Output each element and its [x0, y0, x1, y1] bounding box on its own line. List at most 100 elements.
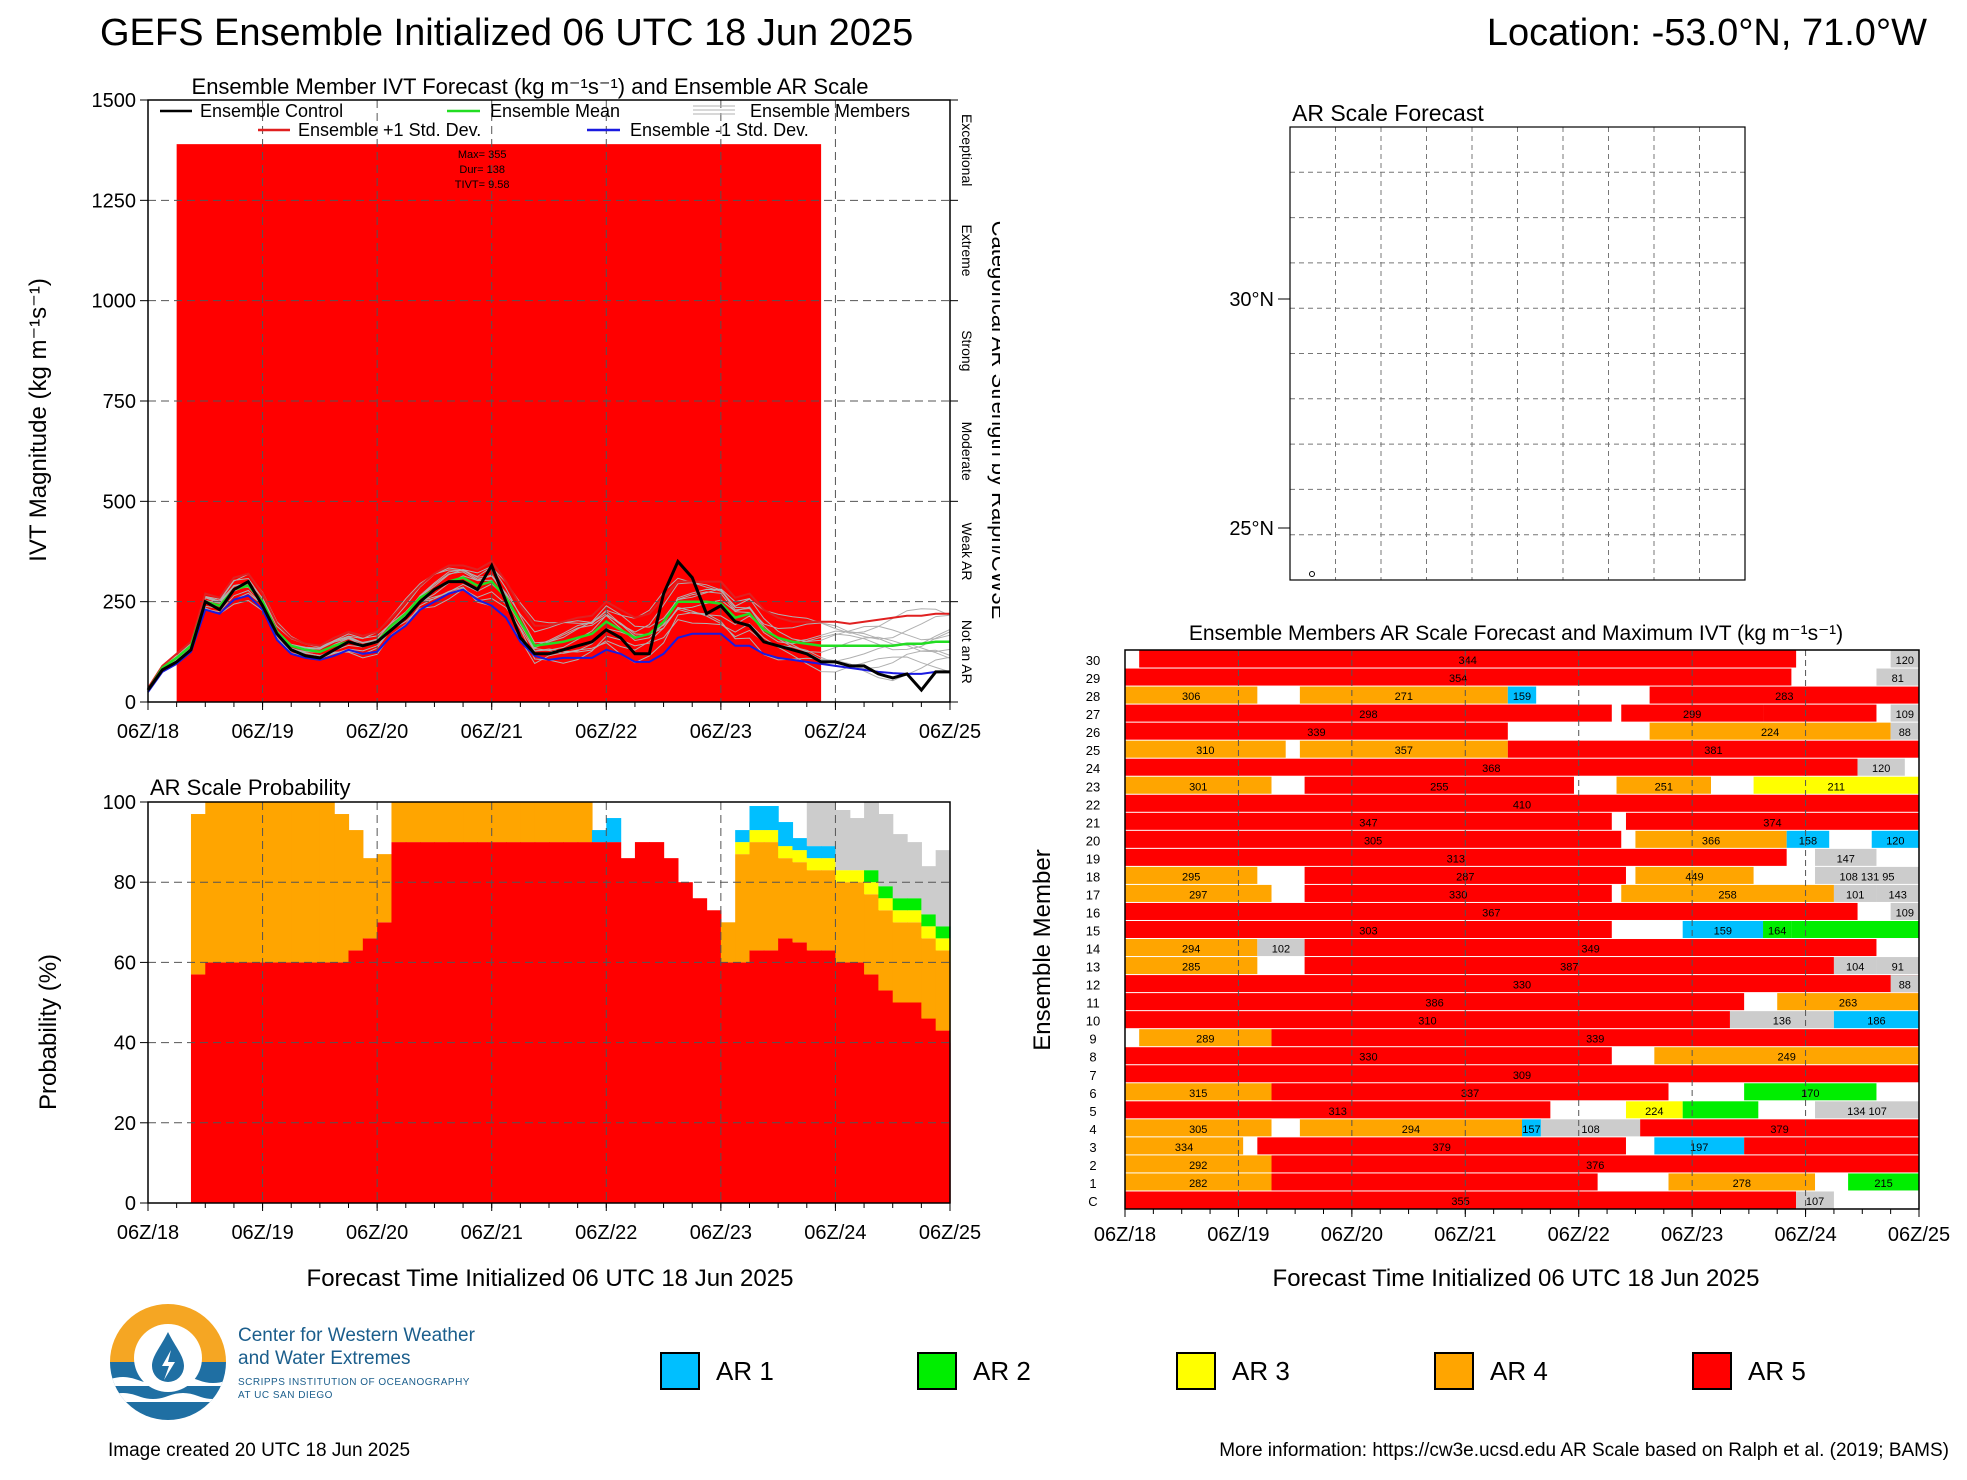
member-ar-segment	[1125, 1137, 1244, 1155]
prob-bar-ar4	[434, 802, 450, 843]
legend-plus1-label: Ensemble +1 Std. Dev.	[298, 120, 481, 140]
members-x-tick-label: 06Z/19	[1207, 1224, 1269, 1246]
prob-bar-ar5	[806, 950, 822, 1203]
prob-bar-ar4	[577, 802, 593, 843]
member-ar-segment	[1304, 776, 1574, 794]
prob-bar-ar1	[749, 806, 765, 831]
prob-bar-ar5	[620, 858, 636, 1203]
logo-text-line1: Center for Western Weather	[238, 1325, 475, 1346]
prob-y-tick-label: 100	[103, 792, 136, 814]
legend-minus1-label: Ensemble -1 Std. Dev.	[630, 120, 809, 140]
member-max-ivt-label: 147	[1837, 853, 1855, 865]
member-ar-segment	[1876, 668, 1919, 686]
member-ar-segment	[1876, 957, 1919, 975]
prob-x-tick-label: 06Z/20	[346, 1222, 408, 1244]
member-ar-segment	[1125, 866, 1258, 884]
member-max-ivt-label: 367	[1482, 907, 1500, 919]
prob-bar-ar5	[190, 974, 206, 1203]
prob-bar-ar1	[606, 818, 622, 843]
prob-bar-weak	[849, 818, 865, 871]
member-max-ivt-label: 197	[1690, 1142, 1708, 1154]
member-max-ivt-label: 287	[1456, 871, 1474, 883]
member-max-ivt-label: 258	[1718, 889, 1736, 901]
member-row-label: 3	[1089, 1140, 1096, 1155]
prob-bar-ar4	[520, 802, 536, 843]
member-max-ivt-label: 143	[1889, 889, 1907, 901]
logo-text-line3: SCRIPPS INSTITUTION OF OCEANOGRAPHY	[238, 1377, 470, 1388]
prob-bar-ar4	[878, 910, 894, 991]
member-ar-segment	[1125, 1191, 1797, 1209]
member-ar-segment	[1711, 776, 1754, 794]
member-ar-segment	[1625, 812, 1919, 830]
prob-bar-ar4	[735, 854, 751, 963]
member-row-label: 17	[1086, 887, 1100, 902]
member-ar-segment	[1876, 884, 1919, 902]
member-max-ivt-label: 339	[1586, 1034, 1604, 1046]
prob-bar-ar4	[506, 802, 521, 843]
prob-y-tick-label: 40	[114, 1033, 136, 1055]
member-max-ivt-label: 224	[1645, 1106, 1663, 1118]
prob-bar-ar4	[348, 830, 364, 951]
member-row-label: 15	[1086, 924, 1100, 939]
members-x-tick-label: 06Z/21	[1434, 1224, 1496, 1246]
legend-mean-label: Ensemble Mean	[490, 101, 620, 121]
member-max-ivt-label: 305	[1364, 835, 1382, 847]
prob-bar-ar5	[348, 950, 364, 1203]
prob-bar-ar4	[391, 802, 407, 843]
prob-bar-ar3	[878, 898, 894, 911]
member-max-ivt-label: 303	[1359, 926, 1377, 938]
member-max-ivt-label: 157	[1522, 1124, 1540, 1136]
prob-bar-ar5	[549, 842, 564, 1203]
prob-bar-ar5	[219, 962, 235, 1203]
probability-y-axis-label: Probability (%)	[35, 954, 62, 1110]
prob-bar-ar5	[305, 962, 321, 1203]
member-ar-segment	[1299, 1119, 1522, 1137]
member-max-ivt-label: 120	[1896, 655, 1914, 667]
prob-bar-ar2	[935, 926, 951, 939]
prob-bar-ar4	[534, 802, 550, 843]
prob-bar-ar4	[477, 802, 493, 843]
member-max-ivt-label: 313	[1447, 853, 1465, 865]
prob-bar-ar5	[491, 842, 507, 1203]
member-max-ivt-label: 102	[1272, 944, 1290, 956]
member-row-label: 14	[1086, 942, 1100, 957]
member-max-ivt-label: 337	[1461, 1088, 1479, 1100]
member-ar-segment	[1304, 884, 1612, 902]
member-max-ivt-label: 283	[1775, 691, 1793, 703]
map-frame	[1289, 126, 1746, 581]
prob-bar-ar2	[864, 870, 879, 883]
footer-created: Image created 20 UTC 18 Jun 2025	[108, 1440, 411, 1461]
member-ar-segment	[1125, 902, 1858, 920]
prob-bar-ar5	[735, 962, 751, 1203]
member-ar-segment	[1890, 975, 1919, 993]
member-ar-segment	[1833, 957, 1877, 975]
ar-scale-map: AR Scale Forecast 30°N 25°N	[1229, 100, 1746, 581]
prob-bar-ar3	[849, 870, 865, 883]
member-row-label: 7	[1089, 1068, 1096, 1083]
prob-bar-ar4	[763, 842, 779, 951]
member-max-ivt-label: 379	[1432, 1142, 1450, 1154]
prob-bar-ar5	[692, 898, 708, 1203]
ivt-y-tick-label: 0	[125, 692, 136, 714]
member-max-ivt-label: 101	[1846, 889, 1864, 901]
member-max-ivt-label: 357	[1395, 745, 1413, 757]
member-row-label: 11	[1086, 996, 1100, 1011]
legend-ar2-label: AR 2	[973, 1356, 1031, 1386]
member-max-ivt-label: 313	[1328, 1106, 1346, 1118]
prob-bar-ar3	[806, 858, 822, 871]
legend-ar3-swatch	[1176, 1352, 1216, 1390]
prob-bar-ar5	[377, 922, 393, 1203]
member-ar-segment	[1257, 939, 1305, 957]
member-max-ivt-label: 368	[1482, 763, 1500, 775]
member-max-ivt-label: 381	[1704, 745, 1722, 757]
prob-bar-ar3	[921, 926, 937, 939]
prob-bar-weak	[935, 850, 951, 927]
member-max-ivt-label: 366	[1702, 835, 1720, 847]
member-ar-segment	[1890, 704, 1919, 722]
prob-bar-ar5	[849, 962, 865, 1203]
member-ar-segment	[1271, 1029, 1919, 1047]
member-ar-segment	[1125, 758, 1858, 776]
ivt-x-tick-label: 06Z/21	[461, 721, 523, 743]
member-ar-segment	[1833, 1011, 1919, 1029]
prob-bar-ar4	[792, 862, 808, 943]
